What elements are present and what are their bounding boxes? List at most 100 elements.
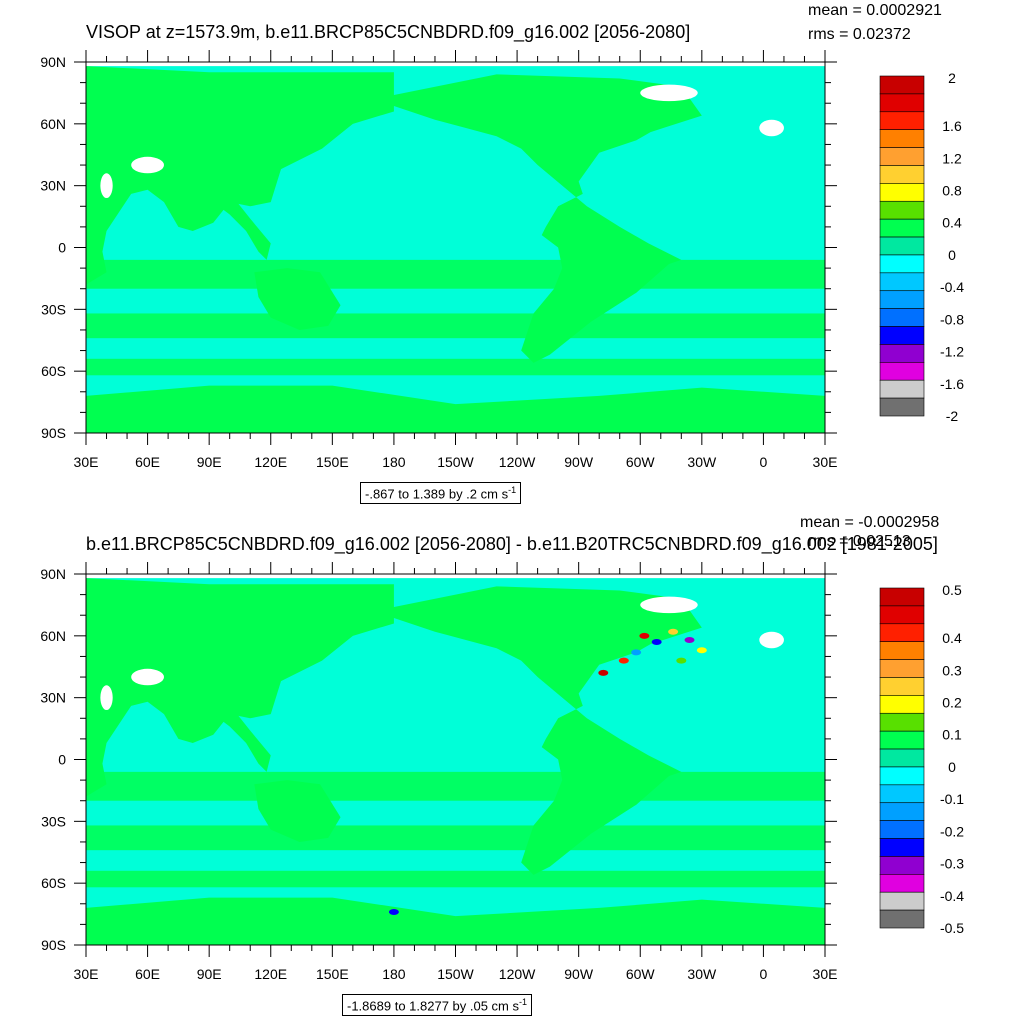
anomaly-spot xyxy=(639,632,650,639)
colorbar-label: 0.5 xyxy=(942,582,962,598)
lon-label: 150W xyxy=(437,966,474,982)
lon-label: 0 xyxy=(760,966,768,982)
colorbar-swatch xyxy=(879,712,925,732)
colorbar-swatch xyxy=(879,838,925,857)
mean-label: mean = -0.0002958 xyxy=(800,514,940,531)
colorbar-label: 1.2 xyxy=(942,150,962,166)
eurasia-africa-land xyxy=(86,578,394,832)
colorbar-swatch xyxy=(879,362,925,381)
range-text: -1.8689 to 1.8277 by .05 cm s xyxy=(347,998,519,1014)
colorbar-swatch xyxy=(879,856,925,875)
india-se-asia-land xyxy=(164,701,271,772)
lon-label: 30W xyxy=(687,454,717,470)
colorbar-swatch xyxy=(879,820,925,839)
colorbar-swatch xyxy=(879,200,925,220)
lon-label: 30W xyxy=(687,966,717,982)
zero-band xyxy=(86,358,825,376)
anomaly-spot xyxy=(684,636,695,643)
zero-band xyxy=(86,313,825,339)
lon-label: 150W xyxy=(437,454,474,470)
lon-label: 60E xyxy=(135,454,160,470)
colorbar-label: 0.8 xyxy=(942,183,962,199)
anomaly-spot xyxy=(388,909,399,916)
colorbar-swatch xyxy=(879,766,925,786)
colorbar-label: 0.2 xyxy=(942,695,962,711)
lon-label: 30E xyxy=(813,454,838,470)
lat-label: 60S xyxy=(41,875,66,891)
lat-label: 0 xyxy=(58,752,66,768)
anomaly-spot xyxy=(598,669,609,676)
missing-data-region xyxy=(640,596,698,614)
lon-label: 120E xyxy=(254,966,287,982)
antarctica-land xyxy=(86,897,825,945)
mean-label: mean = 0.0002921 xyxy=(808,2,942,19)
contour-range-label: -1.8689 to 1.8277 by .05 cm s-1 xyxy=(342,994,533,1017)
australia-land xyxy=(254,268,341,330)
americas-land xyxy=(373,74,702,363)
lat-label: 30N xyxy=(40,178,66,194)
lat-label: 90S xyxy=(41,425,66,441)
eurasia-africa-land xyxy=(86,66,394,320)
colorbar-label: 0.4 xyxy=(942,630,962,646)
colorbar-label: 0.1 xyxy=(942,727,962,743)
rms-label: rms = 0.02513 xyxy=(808,533,911,550)
colorbar-swatch xyxy=(879,93,925,113)
colorbar-label: -0.8 xyxy=(940,311,964,327)
colorbar-swatch xyxy=(879,695,925,714)
lon-label: 120W xyxy=(499,966,536,982)
colorbar-swatch xyxy=(879,605,925,625)
lon-label: 30E xyxy=(74,454,99,470)
colorbar-swatch xyxy=(879,641,925,660)
plot-title: b.e11.BRCP85C5CNBDRD.f09_g16.002 [2056-2… xyxy=(86,534,938,554)
colorbar-swatch xyxy=(879,587,925,607)
zero-band xyxy=(86,870,825,888)
colorbar-label: 0 xyxy=(948,759,956,775)
india-se-asia-land xyxy=(164,189,271,260)
range-unit-sup: -1 xyxy=(508,485,517,495)
colorbar-swatch xyxy=(879,874,925,893)
map-panel-1: 90N 60N 30N 0 30S 60S 90S 30E 60E 90E 120E 150E 180 1… xyxy=(40,2,964,505)
lon-label: 120E xyxy=(254,454,287,470)
lon-label: 0 xyxy=(760,454,768,470)
anomaly-spot xyxy=(668,628,679,635)
colorbar-swatch xyxy=(879,677,925,696)
colorbar-swatch xyxy=(879,147,925,166)
map-panel-2: 90N 60N 30N 0 30S 60S 90S 30E 60E 90E 120E 150E 180 1… xyxy=(0,512,1024,1024)
lat-label: 30S xyxy=(41,813,66,829)
colorbar-swatch xyxy=(879,326,925,345)
lat-label: 60S xyxy=(41,363,66,379)
lat-label: 30N xyxy=(40,690,66,706)
colorbar-label: -0.5 xyxy=(940,920,964,936)
australia-land xyxy=(254,780,341,842)
anomaly-spot xyxy=(651,639,662,646)
lon-label: 90E xyxy=(197,454,222,470)
colorbar-swatch xyxy=(879,623,925,642)
lon-label: 180 xyxy=(382,454,406,470)
colorbar-swatch xyxy=(879,379,925,399)
colorbar-swatch xyxy=(879,784,925,804)
range-text: -.867 to 1.389 by .2 cm s xyxy=(365,486,509,502)
colorbar-swatch xyxy=(879,344,925,363)
missing-data-region xyxy=(759,119,784,137)
colorbar-label: 1.6 xyxy=(942,118,962,134)
map-plot-1: 90N 60N 30N 0 30S 60S 90S 30E 60E 90E 120E 150E 180 1… xyxy=(40,50,964,470)
colorbar-swatch xyxy=(879,891,925,911)
colorbar-swatch xyxy=(879,236,925,256)
colorbar-swatch xyxy=(879,909,925,929)
colorbar-swatch xyxy=(879,748,925,768)
colorbar-label: 0 xyxy=(948,247,956,263)
range-unit-sup: -1 xyxy=(519,997,528,1007)
colorbar-swatch xyxy=(879,183,925,202)
lat-label: 90S xyxy=(41,937,66,953)
colorbar-label: 0.3 xyxy=(942,662,962,678)
lat-label: 0 xyxy=(58,240,66,256)
colorbar-swatch xyxy=(879,659,925,678)
lon-label: 150E xyxy=(316,454,349,470)
plot-title: VISOP at z=1573.9m, b.e11.BRCP85C5CNBDRD… xyxy=(86,22,691,42)
antarctica-land xyxy=(86,385,825,433)
zero-band xyxy=(86,771,825,801)
colorbar-swatch xyxy=(879,129,925,148)
colorbar-label: -0.3 xyxy=(940,856,964,872)
lat-label: 90N xyxy=(40,54,66,70)
lon-label: 30E xyxy=(813,966,838,982)
